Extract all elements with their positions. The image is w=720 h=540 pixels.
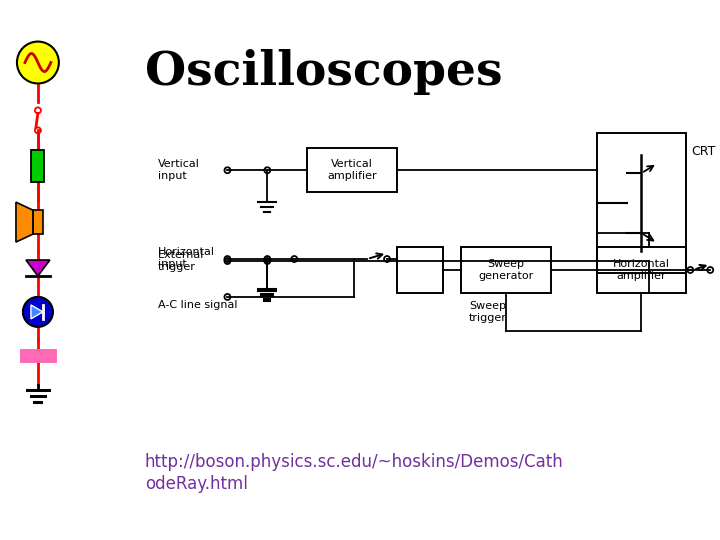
Bar <box>307 148 397 192</box>
Text: amplifier: amplifier <box>616 271 666 281</box>
Text: Vertical: Vertical <box>331 159 373 169</box>
Polygon shape <box>31 305 43 319</box>
Text: Vertical: Vertical <box>158 159 199 169</box>
Text: A-C line signal: A-C line signal <box>158 300 237 310</box>
Text: Horizontal: Horizontal <box>613 259 670 269</box>
Bar <box>397 247 443 293</box>
Text: External: External <box>158 250 204 260</box>
Text: CRT: CRT <box>691 145 716 158</box>
Text: Sweep: Sweep <box>469 301 506 311</box>
Bar <box>33 210 43 234</box>
Text: Oscilloscopes: Oscilloscopes <box>145 49 503 94</box>
Bar <box>596 133 686 273</box>
Polygon shape <box>16 202 33 242</box>
Text: amplifier: amplifier <box>328 171 377 181</box>
Text: http://boson.physics.sc.edu/~hoskins/Demos/Cath
odeRay.html: http://boson.physics.sc.edu/~hoskins/Dem… <box>145 453 563 494</box>
Bar <box>461 247 551 293</box>
Bar <box>32 150 45 182</box>
Text: trigger: trigger <box>469 313 507 323</box>
Text: generator: generator <box>478 271 534 281</box>
Circle shape <box>17 42 59 84</box>
Text: input: input <box>158 171 186 181</box>
Polygon shape <box>26 260 50 276</box>
Text: Sweep: Sweep <box>487 259 524 269</box>
Circle shape <box>23 297 53 327</box>
Text: trigger: trigger <box>158 262 196 272</box>
Bar <box>596 247 686 293</box>
Text: input: input <box>158 259 186 269</box>
Text: Horizontal: Horizontal <box>158 247 215 257</box>
